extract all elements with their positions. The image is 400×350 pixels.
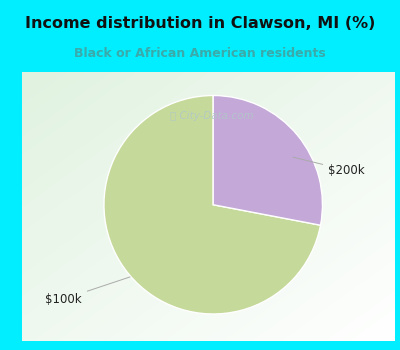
Text: ⓘ City-Data.com: ⓘ City-Data.com xyxy=(170,111,253,121)
Text: Black or African American residents: Black or African American residents xyxy=(74,47,326,60)
Wedge shape xyxy=(213,96,322,225)
Text: $100k: $100k xyxy=(45,277,130,306)
Wedge shape xyxy=(104,96,320,314)
Text: Income distribution in Clawson, MI (%): Income distribution in Clawson, MI (%) xyxy=(25,16,375,31)
Text: $200k: $200k xyxy=(293,157,365,177)
